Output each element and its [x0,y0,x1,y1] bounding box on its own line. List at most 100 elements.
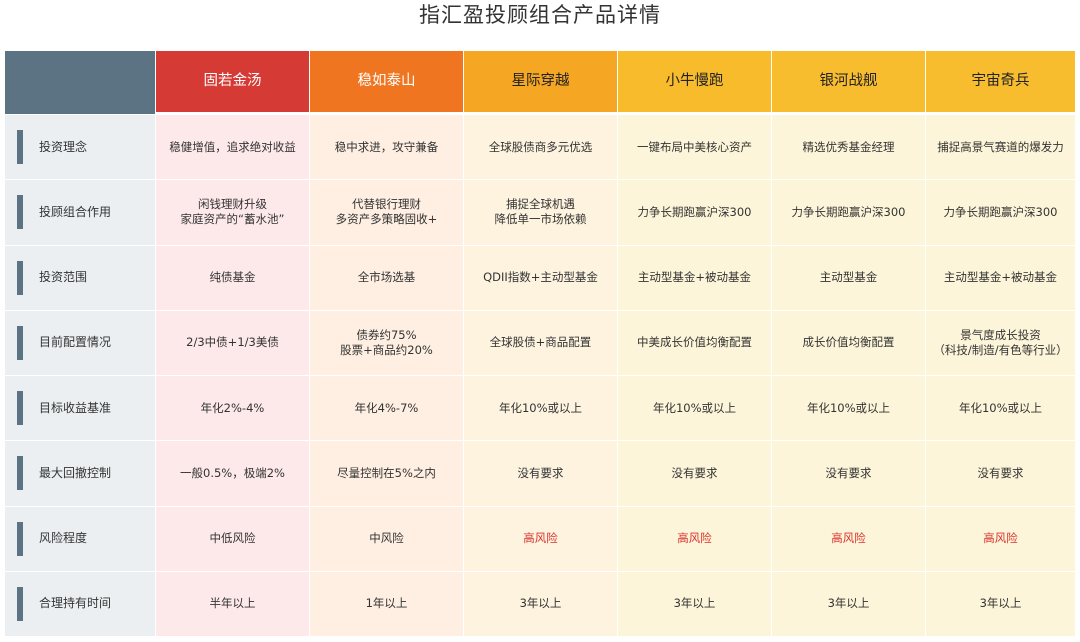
row-marker [17,456,23,491]
cell-text: 3年以上 [519,596,562,611]
cell-text: 股票+商品约20% [340,342,433,357]
cell-text: 力争长期跑赢沪深300 [637,204,752,219]
cell-text: 力争长期跑赢沪深300 [791,204,906,219]
cell-text: 全球股债商多元优选 [488,139,593,154]
table-cell: 高风险 [618,506,772,572]
cell-text: 1年以上 [365,596,408,611]
table-cell: 力争长期跑赢沪深300 [926,180,1076,246]
cell-text: 主动型基金 [819,270,878,285]
product-comparison-table: 固若金汤 稳如泰山 星际穿越 小牛慢跑 银河战舰 宇宙奇兵 投资理念 稳健增值，追求绝对收益 稳… [5,51,1076,637]
row-marker [17,130,23,165]
cell-text: 闲钱理财升级 [198,197,267,212]
column-header-1: 固若金汤 [156,51,310,115]
cell-text: 中风险 [369,531,404,546]
table-cell: 代替银行理财 多资产多策略固收+ [310,180,464,246]
cell-text: 降低单一市场依赖 [494,212,587,227]
row-label: 风险程度 [5,506,156,572]
cell-text: 捕捉高景气赛道的爆发力 [937,139,1064,154]
table-cell: 半年以上 [156,571,310,637]
table-cell: 全球股债+商品配置 [464,310,618,376]
cell-text: 主动型基金+被动基金 [637,270,752,285]
table-cell: 年化4%-7% [310,376,464,442]
table-cell: 中风险 [310,506,464,572]
cell-text: 精选优秀基金经理 [802,139,895,154]
cell-text: 主动型基金+被动基金 [943,270,1058,285]
row-label-text: 最大回撤控制 [39,465,112,480]
cell-text: 年化10%或以上 [498,400,583,415]
table-cell: 3年以上 [926,571,1076,637]
cell-text: 全市场选基 [357,270,416,285]
row-label: 目标收益基准 [5,376,156,442]
row-label-text: 风险程度 [39,531,88,546]
table-cell: 年化2%-4% [156,376,310,442]
table-cell: 成长价值均衡配置 [772,310,926,376]
cell-text: 没有要求 [825,465,872,480]
table-cell: 景气度成长投资 （科技/制造/有色等行业） [926,310,1076,376]
table-cell: 稳中求进，攻守兼备 [310,115,464,181]
table-cell: 3年以上 [618,571,772,637]
row-label-text: 目前配置情况 [39,335,112,350]
cell-text: 年化2%-4% [200,400,265,415]
table-cell: 稳健增值，追求绝对收益 [156,115,310,181]
cell-text: 债券约75% [356,327,417,342]
cell-text: 中低风险 [209,531,256,546]
table-cell: 3年以上 [464,571,618,637]
row-label-text: 投资理念 [39,139,88,154]
table-cell: 没有要求 [618,441,772,507]
cell-text: 纯债基金 [209,270,256,285]
table-cell: 高风险 [772,506,926,572]
table-cell: 捕捉全球机遇 降低单一市场依赖 [464,180,618,246]
table-cell: 高风险 [926,506,1076,572]
table-cell: 年化10%或以上 [464,376,618,442]
cell-text: 一般0.5%，极端2% [180,465,285,480]
row-label: 最大回撤控制 [5,441,156,507]
row-marker [17,521,23,556]
table-cell: 纯债基金 [156,245,310,311]
cell-text: 2/3中债+1/3美债 [186,335,279,350]
row-marker [17,586,23,621]
column-header-3: 星际穿越 [464,51,618,115]
table-cell: 没有要求 [464,441,618,507]
cell-text: 没有要求 [671,465,718,480]
table-cell: 捕捉高景气赛道的爆发力 [926,115,1076,181]
row-label-text: 投资范围 [39,270,88,285]
cell-text: 年化10%或以上 [958,400,1043,415]
cell-text: 稳中求进，攻守兼备 [334,139,439,154]
cell-text: 稳健增值，追求绝对收益 [169,139,296,154]
cell-text: 年化10%或以上 [652,400,737,415]
cell-text: （科技/制造/有色等行业） [933,342,1068,357]
cell-text: 捕捉全球机遇 [506,197,575,212]
table-cell: 年化10%或以上 [772,376,926,442]
cell-text: 成长价值均衡配置 [802,335,895,350]
row-label: 投资理念 [5,115,156,181]
table-cell: 年化10%或以上 [618,376,772,442]
cell-text: 年化4%-7% [354,400,419,415]
cell-text: 3年以上 [827,596,870,611]
table-cell: 全市场选基 [310,245,464,311]
cell-text: 没有要求 [517,465,564,480]
table-cell: 2/3中债+1/3美债 [156,310,310,376]
table-cell: 债券约75% 股票+商品约20% [310,310,464,376]
cell-text: 3年以上 [979,596,1022,611]
table-cell: QDII指数+主动型基金 [464,245,618,311]
table-cell: 没有要求 [772,441,926,507]
table-cell: 全球股债商多元优选 [464,115,618,181]
cell-text: 中美成长价值均衡配置 [637,335,752,350]
column-header-2: 稳如泰山 [310,51,464,115]
table-cell: 3年以上 [772,571,926,637]
row-label-text: 投顾组合作用 [39,204,112,219]
cell-text: 没有要求 [977,465,1024,480]
table-cell: 精选优秀基金经理 [772,115,926,181]
table-cell: 中低风险 [156,506,310,572]
cell-text: 半年以上 [209,596,256,611]
cell-text: 尽量控制在5%之内 [337,465,436,480]
cell-text: 多资产多策略固收+ [335,212,438,227]
row-marker [17,260,23,295]
cell-text: 景气度成长投资 [960,327,1041,342]
row-marker [17,325,23,360]
table-cell: 一键布局中美核心资产 [618,115,772,181]
row-label-text: 目标收益基准 [39,400,112,415]
table-cell: 力争长期跑赢沪深300 [618,180,772,246]
column-header-6: 宇宙奇兵 [926,51,1076,115]
table-cell: 高风险 [464,506,618,572]
